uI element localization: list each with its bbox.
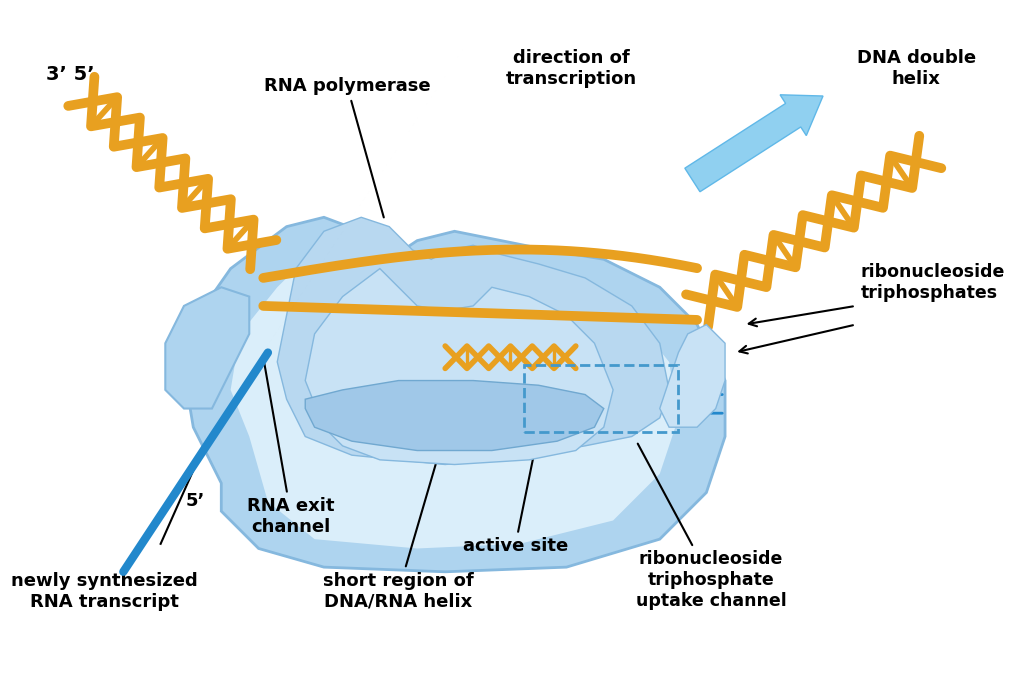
- FancyArrow shape: [684, 95, 824, 192]
- Text: direction of
transcription: direction of transcription: [505, 49, 636, 88]
- PathPatch shape: [305, 269, 613, 464]
- Text: newly synthesized
RNA transcript: newly synthesized RNA transcript: [11, 572, 198, 611]
- PathPatch shape: [305, 380, 604, 450]
- Text: ribonucleoside
triphosphate
uptake channel: ribonucleoside triphosphate uptake chann…: [635, 444, 787, 610]
- Text: short region of
DNA/RNA helix: short region of DNA/RNA helix: [323, 419, 474, 611]
- Text: RNA exit
channel: RNA exit channel: [248, 360, 335, 536]
- PathPatch shape: [660, 324, 725, 427]
- PathPatch shape: [166, 288, 250, 409]
- Text: 3’ 5’: 3’ 5’: [46, 65, 94, 85]
- Text: 5’: 5’: [186, 493, 206, 511]
- Text: active site: active site: [462, 435, 568, 555]
- PathPatch shape: [230, 250, 678, 548]
- Text: RNA polymerase: RNA polymerase: [264, 78, 431, 218]
- Text: ribonucleoside
triphosphates: ribonucleoside triphosphates: [860, 263, 1005, 302]
- PathPatch shape: [184, 218, 725, 572]
- Text: DNA double
helix: DNA double helix: [856, 49, 976, 88]
- Bar: [525, 365, 678, 432]
- PathPatch shape: [277, 218, 669, 464]
